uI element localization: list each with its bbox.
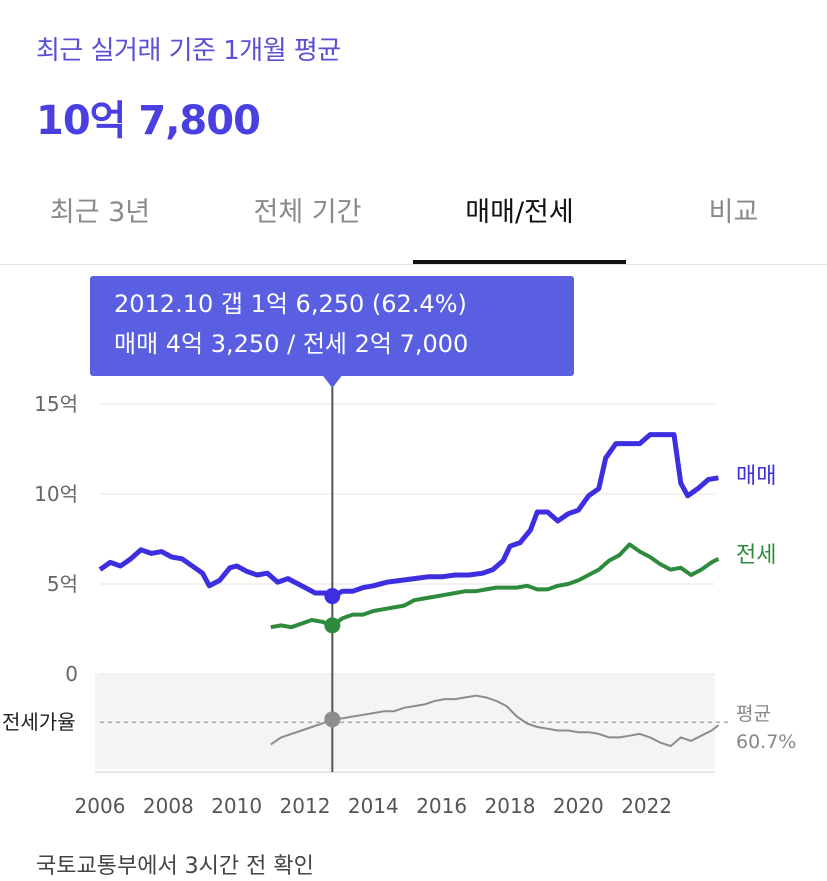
ratio-average-value: 60.7% [736, 731, 796, 753]
jeonse-line [270, 542, 720, 630]
x-tick-label: 2022 [621, 794, 672, 818]
chart-tooltip: 2012.10 갭 1억 6,250 (62.4%) 매매 4억 3,250 /… [90, 276, 574, 376]
tooltip-pointer [322, 375, 343, 388]
data-source-note: 국토교통부에서 3시간 전 확인 [36, 854, 314, 879]
cursor-dot-ratio [324, 711, 341, 728]
x-tick-label: 2006 [75, 794, 126, 818]
chart-series [98, 432, 720, 748]
cursor-dot-jeonse [324, 617, 341, 634]
x-tick-label: 2020 [553, 794, 604, 818]
period-tabs: 최근 3년 전체 기간 매매/전세 비교 [0, 176, 827, 265]
legend-jeonse: 전세 [736, 543, 776, 568]
current-price: 10억 7,800 [36, 98, 261, 144]
ratio-axis-label: 전세가율 [2, 710, 76, 734]
y-tick-label: 10억 [34, 482, 78, 506]
ratio-line [270, 694, 720, 748]
x-tick-label: 2016 [416, 794, 467, 818]
cursor-dot-sale [324, 588, 341, 605]
x-axis-ticks: 2006 2008 2010 2012 2014 2016 2018 2020 2022 [75, 794, 673, 818]
y-axis-ticks: 15억 10억 5억 0 [34, 392, 78, 686]
sale-line [98, 432, 719, 599]
header-subtitle: 최근 실거래 기준 1개월 평균 [36, 36, 341, 66]
tooltip-price-line: 매매 4억 3,250 / 전세 2억 7,000 [114, 330, 469, 358]
tab-recent-3-years[interactable]: 최근 3년 [49, 197, 151, 228]
tooltip-gap-line: 2012.10 갭 1억 6,250 (62.4%) [114, 290, 467, 318]
x-tick-label: 2008 [143, 794, 194, 818]
active-tab-indicator [413, 260, 626, 264]
ratio-average-label: 평균 [736, 703, 771, 725]
chart-grid [100, 403, 730, 724]
x-tick-label: 2012 [280, 794, 331, 818]
tab-compare[interactable]: 비교 [708, 197, 759, 228]
y-tick-label: 0 [65, 662, 78, 686]
tab-all-period[interactable]: 전체 기간 [253, 197, 362, 228]
ratio-panel-background [95, 674, 715, 769]
y-tick-label: 15억 [34, 392, 78, 416]
x-tick-label: 2014 [348, 794, 399, 818]
legend-sale: 매매 [736, 464, 776, 489]
tab-sale-jeonse[interactable]: 매매/전세 [465, 197, 574, 228]
x-tick-label: 2010 [211, 794, 262, 818]
y-tick-label: 5억 [47, 572, 78, 596]
x-tick-label: 2018 [485, 794, 536, 818]
cursor-markers [324, 588, 341, 728]
